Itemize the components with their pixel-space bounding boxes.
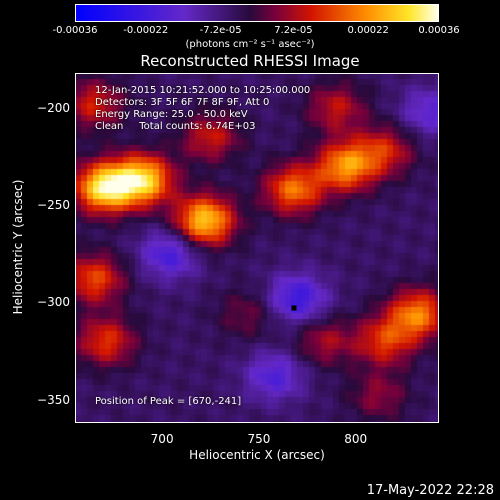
colorbar-tick-label: 7.2e-05 [274, 25, 313, 36]
info-line-energy: Energy Range: 25.0 - 50.0 keV [95, 109, 248, 120]
colorbar-tick-label: -0.00036 [52, 25, 98, 36]
y-tick-label: −350 [37, 392, 70, 407]
y-tick-label: −250 [37, 198, 70, 213]
colorbar-tick-label: -7.2e-05 [199, 25, 242, 36]
x-tick-label: 750 [247, 432, 271, 446]
x-tick-label: 700 [150, 432, 174, 446]
colorbar-unit: (photons cm⁻² s⁻¹ asec⁻²) [185, 39, 315, 50]
heatmap-image [75, 73, 439, 423]
y-axis-label: Heliocentric Y (arcsec) [11, 179, 25, 315]
colorbar-tick-label: -0.00022 [123, 25, 169, 36]
info-line-detectors: Detectors: 3F 5F 6F 7F 8F 9F, Att 0 [95, 97, 270, 108]
colorbar-tick-label: 0.00022 [347, 25, 389, 36]
info-line-time: 12-Jan-2015 10:21:52.000 to 10:25:00.000 [95, 85, 311, 96]
x-tick-label: 800 [344, 432, 368, 446]
plot-area: 12-Jan-2015 10:21:52.000 to 10:25:00.000… [75, 73, 439, 423]
render-timestamp: 17-May-2022 22:28 [366, 483, 494, 498]
colorbar [75, 4, 439, 22]
chart-title: Reconstructed RHESSI Image [140, 52, 360, 70]
colorbar-tick-label: 0.00036 [418, 25, 460, 36]
y-tick-label: −300 [37, 295, 70, 310]
info-line-counts: Clean Total counts: 6.74E+03 [95, 121, 256, 132]
y-tick-label: −200 [37, 101, 70, 115]
peak-marker [291, 305, 297, 311]
peak-position-label: Position of Peak = [670,-241] [95, 396, 242, 407]
x-axis-label: Heliocentric X (arcsec) [189, 448, 325, 462]
